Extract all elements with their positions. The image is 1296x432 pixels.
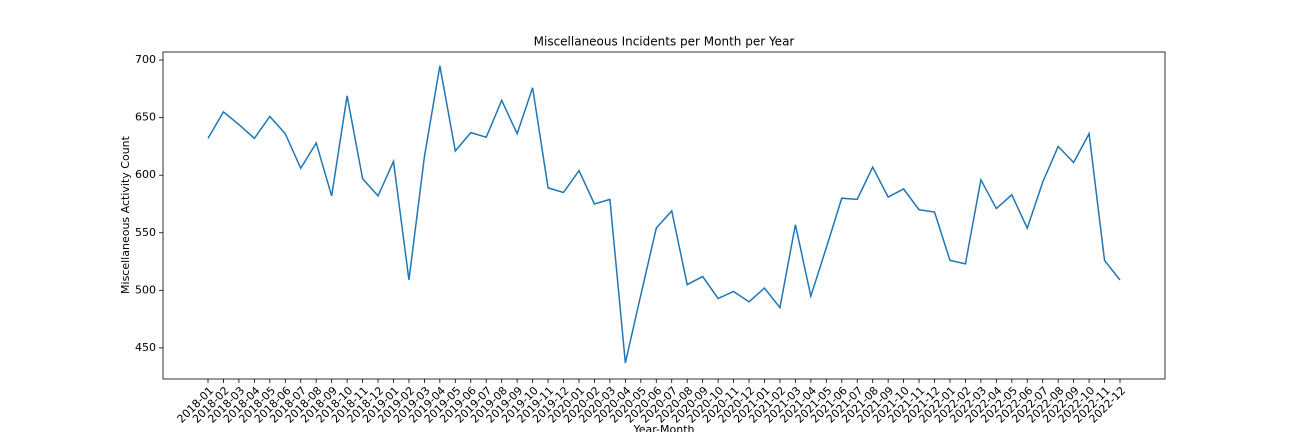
- y-tick-label: 550: [135, 226, 156, 239]
- y-tick-label: 450: [135, 341, 156, 354]
- y-tick-label: 600: [135, 168, 156, 181]
- y-tick-label: 650: [135, 111, 156, 124]
- chart-title: Miscellaneous Incidents per Month per Ye…: [534, 35, 795, 49]
- data-line: [207, 65, 1121, 364]
- y-axis-label: Miscellaneous Activity Count: [119, 135, 132, 294]
- plot-frame: [162, 51, 1166, 380]
- x-axis-label: Year-Month: [632, 423, 694, 432]
- y-tick-label: 500: [135, 283, 156, 296]
- y-tick-label: 700: [135, 53, 156, 66]
